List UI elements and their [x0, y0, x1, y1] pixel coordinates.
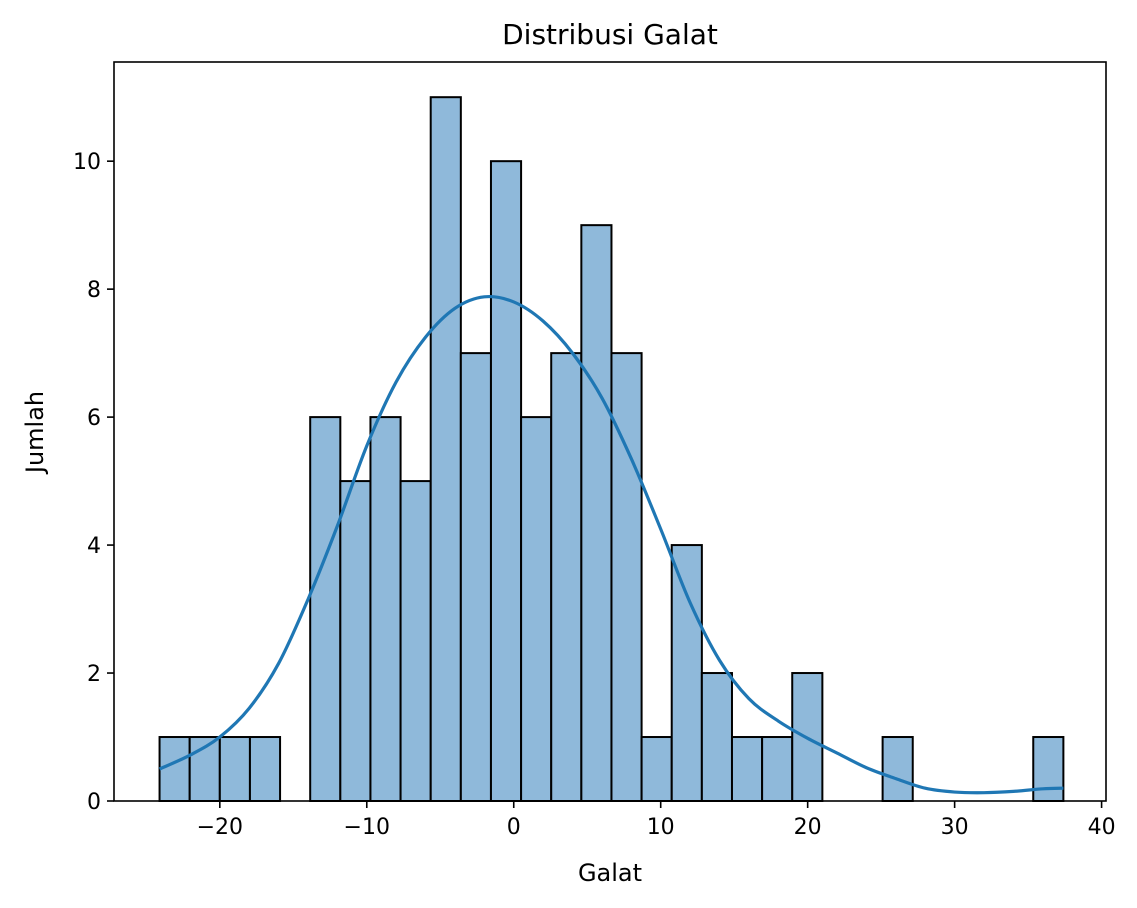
x-tick-label: −20 [197, 815, 243, 840]
histogram-bar [550, 352, 583, 802]
plot-frame [113, 61, 1107, 802]
y-axis-label: Jumlah [21, 391, 49, 475]
x-tick-label: 30 [941, 815, 969, 840]
chart-title: Distribusi Galat [502, 18, 718, 51]
x-tick-label: 20 [794, 815, 822, 840]
histogram-bar [700, 672, 733, 802]
histogram-bar [670, 544, 703, 803]
histogram-bar [881, 736, 914, 803]
x-axis-ticks: −20 −10 0 10 20 30 40 [197, 801, 1116, 840]
y-tick-label: 6 [87, 406, 101, 431]
histogram-bar [429, 96, 462, 802]
histogram-bar [580, 224, 613, 803]
y-axis-ticks: 0 2 4 6 8 10 [73, 150, 114, 815]
histogram-bar [610, 352, 643, 802]
histogram-bar [520, 416, 553, 802]
histogram-bar [369, 416, 402, 802]
histogram-bar [761, 736, 794, 803]
x-tick-label: 40 [1088, 815, 1116, 840]
histogram-bars [158, 96, 1065, 803]
histogram-bar [459, 352, 492, 802]
histogram-bar [399, 480, 432, 802]
y-tick-label: 10 [73, 150, 101, 175]
x-tick-label: 0 [507, 815, 521, 840]
x-tick-label: 10 [647, 815, 675, 840]
y-tick-label: 4 [87, 534, 101, 559]
histogram-bar [339, 480, 372, 802]
histogram-bar [158, 736, 191, 803]
histogram-bar [640, 736, 673, 803]
kde-curve [158, 294, 1064, 795]
histogram-bar [309, 416, 342, 802]
histogram-bar [248, 736, 282, 803]
histogram-bar [1032, 736, 1065, 803]
histogram-bar [489, 160, 523, 802]
histogram-bar [218, 736, 251, 803]
histogram-bar [730, 736, 764, 803]
y-tick-label: 0 [87, 790, 101, 815]
y-tick-label: 8 [87, 278, 101, 303]
x-axis-label: Galat [578, 859, 642, 887]
y-tick-label: 2 [87, 662, 101, 687]
x-tick-label: −10 [344, 815, 390, 840]
